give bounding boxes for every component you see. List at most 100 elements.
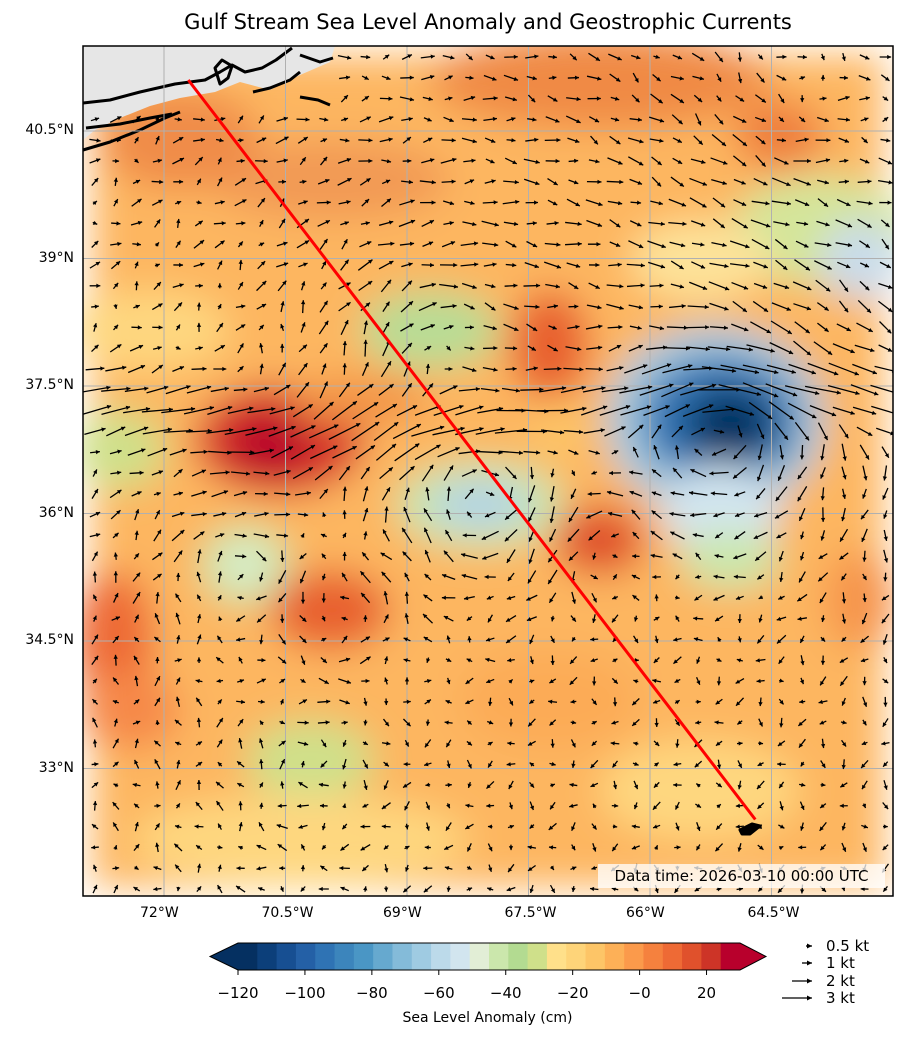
current-arrow (503, 323, 519, 332)
current-arrow (735, 824, 744, 829)
current-arrow (695, 803, 702, 809)
current-arrow (341, 635, 348, 644)
colorbar-segment (315, 943, 336, 970)
current-arrow (560, 406, 587, 414)
current-arrow (319, 342, 328, 354)
current-arrow (259, 634, 264, 645)
current-arrow (316, 200, 331, 205)
current-arrow (862, 676, 867, 686)
current-arrow (380, 552, 393, 561)
current-arrow (424, 573, 432, 581)
current-arrow (341, 238, 348, 250)
current-arrow (392, 423, 422, 440)
current-arrow (586, 345, 603, 350)
current-arrow (753, 282, 768, 289)
current-arrow (174, 658, 182, 663)
current-arrow (883, 657, 888, 664)
current-arrow (276, 262, 289, 268)
current-arrow (633, 615, 639, 622)
current-arrow (127, 364, 146, 374)
current-arrow (713, 594, 725, 601)
current-arrow (527, 845, 537, 850)
current-arrow (113, 718, 118, 727)
current-arrow (544, 242, 561, 247)
current-arrow (606, 179, 624, 185)
current-arrow (216, 678, 224, 684)
current-arrow (237, 679, 245, 684)
current-arrow (570, 866, 577, 871)
current-arrow (632, 594, 640, 601)
current-arrow (226, 450, 255, 455)
current-arrow (737, 425, 743, 438)
current-arrow (487, 720, 494, 725)
colorbar-segment (527, 943, 548, 970)
current-arrow (650, 93, 664, 104)
current-arrow (151, 199, 163, 206)
current-arrow (633, 679, 639, 684)
current-arrow (297, 512, 309, 517)
current-arrow (361, 75, 370, 81)
current-arrow (317, 219, 331, 227)
current-arrow (733, 444, 747, 460)
current-arrow (883, 780, 888, 790)
current-arrow (112, 738, 120, 749)
current-arrow (360, 592, 371, 604)
current-arrow (92, 200, 98, 206)
current-arrow (735, 803, 744, 808)
current-arrow (259, 219, 264, 228)
current-arrow (422, 383, 434, 397)
current-arrow (101, 386, 131, 392)
current-arrow (693, 94, 703, 103)
current-arrow (800, 822, 805, 831)
current-arrow (340, 221, 350, 226)
current-arrow (296, 117, 310, 122)
current-arrow (628, 344, 643, 352)
current-arrow (466, 658, 473, 663)
current-arrow (193, 262, 205, 268)
colorbar-segment (276, 943, 297, 970)
current-arrow (340, 117, 349, 122)
current-arrow (611, 803, 619, 808)
current-arrow (771, 302, 792, 311)
current-arrow (570, 739, 576, 748)
current-arrow (709, 262, 729, 269)
current-arrow (381, 179, 391, 185)
current-arrow (423, 885, 433, 893)
landmass (83, 46, 335, 140)
current-arrow (819, 592, 827, 604)
current-arrow (686, 346, 710, 352)
current-arrow (380, 360, 392, 378)
current-arrow (813, 341, 833, 356)
current-arrow (175, 802, 181, 809)
current-arrow (520, 387, 544, 392)
current-arrow (93, 322, 98, 332)
current-arrow (609, 73, 621, 83)
current-arrow (756, 678, 765, 684)
current-arrow (290, 425, 316, 438)
current-arrow (124, 386, 149, 393)
current-arrow (112, 700, 119, 705)
current-arrow (798, 508, 806, 522)
current-arrow (503, 221, 519, 227)
current-arrow (399, 96, 415, 102)
current-arrow (441, 573, 456, 580)
current-arrow (173, 302, 183, 312)
current-arrow (527, 718, 536, 727)
current-arrow (278, 570, 287, 584)
current-arrow (300, 655, 306, 666)
current-arrow (155, 656, 160, 664)
current-arrow (256, 550, 267, 562)
current-arrow (771, 200, 792, 206)
current-arrow (383, 591, 389, 605)
current-arrow (278, 633, 287, 645)
current-arrow (421, 74, 435, 81)
current-arrow (841, 822, 846, 831)
current-arrow (147, 447, 168, 457)
current-arrow (839, 803, 848, 808)
current-arrow (342, 486, 347, 501)
current-arrow (92, 678, 98, 684)
current-arrow (776, 616, 787, 621)
current-arrow (383, 844, 389, 850)
colorbar-segment (353, 943, 374, 970)
current-arrow (256, 614, 267, 623)
